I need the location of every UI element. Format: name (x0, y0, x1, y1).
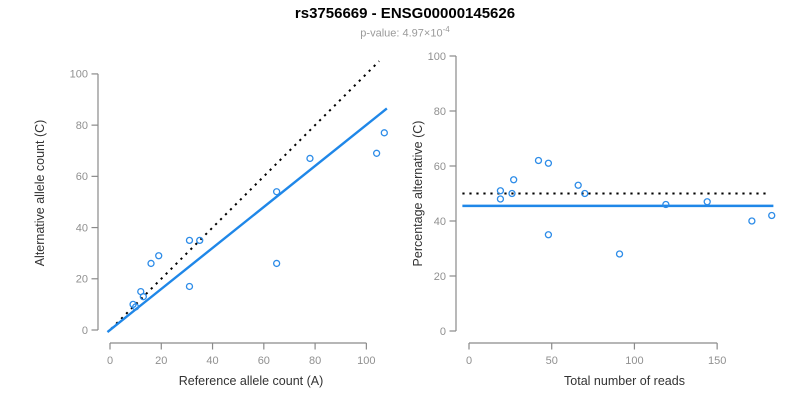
data-point (544, 159, 553, 167)
x-tick-label: 50 (546, 355, 558, 367)
data-point (534, 156, 543, 165)
y-tick-label: 60 (76, 171, 88, 183)
y-tick-label: 80 (434, 106, 446, 118)
data-point (662, 200, 670, 209)
identity-reference-line (110, 60, 380, 330)
data-point (581, 189, 589, 198)
x-tick-label: 100 (625, 355, 643, 367)
x-tick-label: 60 (258, 355, 270, 367)
y-axis-title: Percentage alternative (C) (411, 121, 425, 267)
y-axis-title: Alternative allele count (C) (33, 120, 47, 267)
x-tick-label: 150 (708, 355, 726, 367)
x-axis-title: Total number of reads (564, 374, 685, 388)
data-point (768, 211, 776, 220)
data-point (185, 236, 194, 245)
data-point (147, 259, 155, 268)
data-point (703, 198, 711, 206)
data-point (196, 236, 204, 245)
plot-title: rs3756669 - ENSG00000145626 (294, 5, 516, 22)
x-tick-label: 80 (309, 355, 321, 367)
data-point (306, 154, 314, 163)
x-tick-label: 100 (357, 355, 375, 367)
y-tick-label: 100 (428, 51, 446, 63)
y-tick-label: 0 (440, 326, 446, 338)
data-point (272, 259, 281, 268)
subtitle-exponent: -4 (442, 25, 450, 34)
x-axis-title: Reference allele count (A) (179, 374, 324, 388)
data-point (544, 231, 553, 239)
x-tick-label: 40 (206, 355, 218, 367)
x-tick-label: 0 (107, 355, 113, 367)
data-point (155, 252, 163, 260)
data-point (496, 195, 505, 203)
data-point (380, 129, 388, 137)
data-point (131, 303, 140, 311)
data-point (185, 282, 194, 291)
y-tick-label: 40 (434, 216, 446, 228)
subtitle-text: p-value: 4.97×10 (360, 27, 443, 40)
data-point (510, 176, 518, 184)
y-tick-label: 80 (76, 120, 88, 132)
y-tick-label: 0 (82, 325, 88, 337)
fit-line (106, 107, 388, 333)
y-tick-label: 40 (76, 222, 88, 234)
x-tick-label: 20 (155, 355, 167, 367)
y-tick-label: 20 (76, 274, 88, 286)
y-tick-label: 60 (434, 161, 446, 173)
data-point (272, 188, 281, 196)
data-point (372, 149, 381, 157)
data-point (615, 250, 624, 258)
data-point (496, 187, 505, 195)
data-point (139, 293, 147, 301)
y-tick-label: 100 (70, 69, 88, 81)
data-point (574, 181, 582, 189)
x-tick-label: 0 (466, 355, 472, 367)
data-point (508, 189, 516, 198)
plot-subtitle: p-value: 4.97×10-4 (10, 25, 800, 40)
data-point (748, 217, 756, 225)
y-tick-label: 20 (434, 271, 446, 283)
